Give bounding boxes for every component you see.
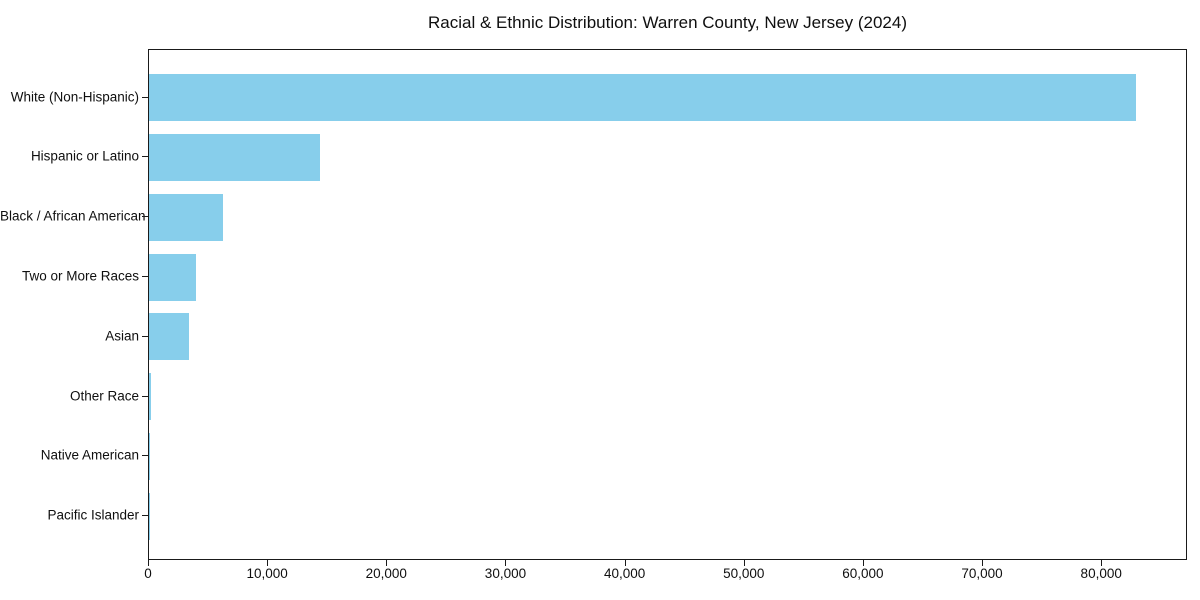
y-tick-mark [142, 395, 148, 397]
x-tick-mark [1101, 560, 1103, 566]
y-tick-label: Black / African American [0, 208, 146, 224]
x-tick-mark [982, 560, 984, 566]
y-tick-label: Hispanic or Latino [30, 148, 139, 164]
y-tick-label: Native American [40, 447, 139, 463]
x-tick-label: 10,000 [246, 566, 288, 581]
y-tick-mark [142, 515, 148, 517]
y-tick-mark [142, 335, 148, 337]
y-tick-label: Asian [105, 328, 139, 344]
x-tick-mark [624, 560, 626, 566]
x-tick-label: 70,000 [961, 566, 1003, 581]
y-tick-label: Pacific Islander [47, 507, 139, 523]
y-tick-label: White (Non-Hispanic) [10, 89, 139, 105]
y-tick-mark [142, 455, 148, 457]
bar-native-american [149, 432, 150, 480]
x-tick-label: 0 [144, 566, 152, 581]
y-tick-mark [142, 156, 148, 158]
bar-other-race [149, 373, 152, 421]
y-tick-mark [142, 96, 148, 98]
x-tick-mark [267, 560, 269, 566]
x-tick-mark [148, 560, 149, 566]
x-tick-mark [743, 560, 745, 566]
bar-two-or-more-races [149, 253, 196, 301]
y-tick-mark [142, 216, 148, 218]
x-tick-mark [862, 560, 864, 566]
x-tick-label: 60,000 [842, 566, 884, 581]
x-tick-mark [386, 560, 388, 566]
chart-title: Racial & Ethnic Distribution: Warren Cou… [427, 13, 907, 32]
y-tick-label: Two or More Races [21, 268, 139, 284]
bar-asian [149, 313, 190, 361]
x-tick-mark [505, 560, 507, 566]
plot-area [148, 49, 1187, 560]
x-tick-label: 50,000 [723, 566, 765, 581]
x-tick-label: 40,000 [603, 566, 646, 581]
bar-black-african-american [149, 193, 224, 241]
x-tick-label: 30,000 [484, 566, 527, 581]
bar-white-non-hispanic [149, 74, 1137, 122]
x-tick-label: 80,000 [1080, 566, 1122, 581]
y-tick-label: Other Race [69, 388, 139, 404]
y-tick-mark [142, 276, 148, 277]
x-tick-label: 20,000 [365, 566, 407, 581]
bar-hispanic-or-latino [149, 133, 320, 181]
